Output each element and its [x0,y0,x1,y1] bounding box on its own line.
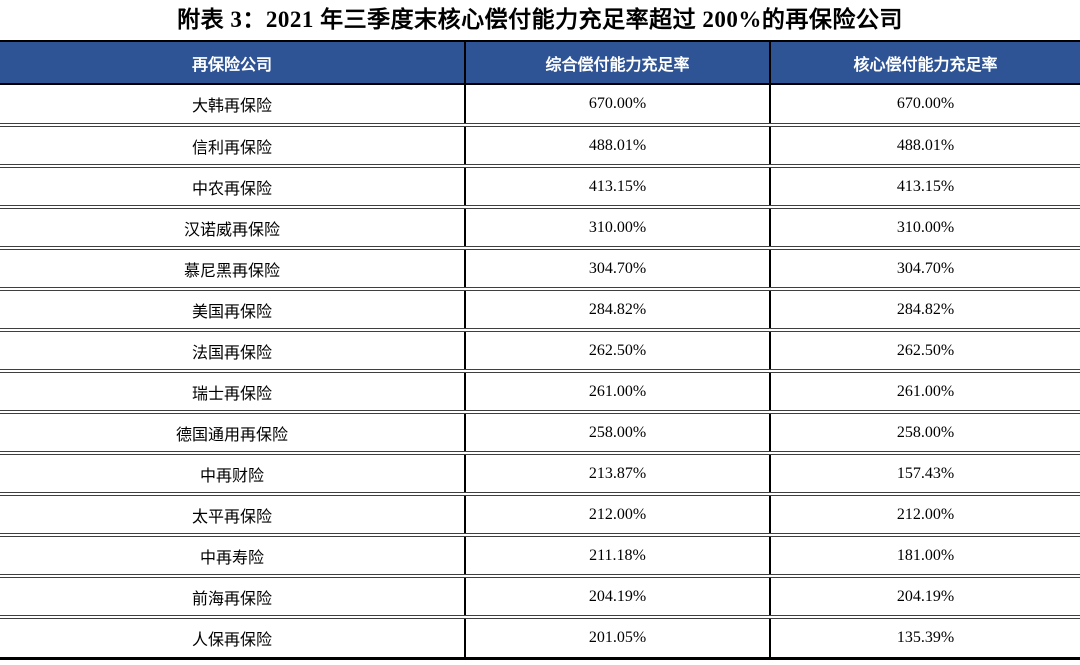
table-row: 前海再保险 204.19% 204.19% [0,576,1080,619]
cell-core-ratio: 212.00% [769,494,1080,537]
cell-core-ratio: 204.19% [769,576,1080,619]
cell-comprehensive-ratio: 310.00% [464,207,770,250]
cell-core-ratio: 262.50% [769,330,1080,373]
table-body: 大韩再保险 670.00% 670.00% 信利再保险 488.01% 488.01% 中农… [0,84,1080,660]
cell-core-ratio: 310.00% [769,207,1080,250]
cell-core-ratio: 261.00% [769,371,1080,414]
cell-company: 大韩再保险 [0,84,465,127]
table-row: 瑞士再保险 261.00% 261.00% [0,371,1080,414]
cell-core-ratio: 304.70% [769,248,1080,291]
cell-comprehensive-ratio: 304.70% [464,248,770,291]
cell-company: 德国通用再保险 [0,412,465,455]
cell-company: 太平再保险 [0,494,465,537]
cell-comprehensive-ratio: 670.00% [464,84,770,127]
cell-comprehensive-ratio: 211.18% [464,535,770,578]
cell-core-ratio: 413.15% [769,166,1080,209]
table-row: 大韩再保险 670.00% 670.00% [0,84,1080,127]
cell-company: 法国再保险 [0,330,465,373]
cell-company: 人保再保险 [0,617,465,660]
cell-comprehensive-ratio: 284.82% [464,289,770,332]
cell-company: 中再财险 [0,453,465,496]
cell-core-ratio: 488.01% [769,125,1080,168]
cell-core-ratio: 157.43% [769,453,1080,496]
cell-comprehensive-ratio: 201.05% [464,617,770,660]
cell-comprehensive-ratio: 213.87% [464,453,770,496]
table-row: 太平再保险 212.00% 212.00% [0,494,1080,537]
cell-core-ratio: 258.00% [769,412,1080,455]
header-comprehensive-solvency-ratio: 综合偿付能力充足率 [464,41,770,85]
cell-company: 汉诺威再保险 [0,207,465,250]
table-row: 中农再保险 413.15% 413.15% [0,166,1080,209]
cell-company: 前海再保险 [0,576,465,619]
cell-comprehensive-ratio: 258.00% [464,412,770,455]
cell-core-ratio: 670.00% [769,84,1080,127]
cell-comprehensive-ratio: 212.00% [464,494,770,537]
cell-company: 美国再保险 [0,289,465,332]
table-row: 人保再保险 201.05% 135.39% [0,617,1080,660]
header-core-solvency-ratio: 核心偿付能力充足率 [769,41,1080,85]
table-row: 汉诺威再保险 310.00% 310.00% [0,207,1080,250]
table-row: 法国再保险 262.50% 262.50% [0,330,1080,373]
table-title: 附表 3：2021 年三季度末核心偿付能力充足率超过 200%的再保险公司 [177,7,903,32]
table-header-row: 再保险公司 综合偿付能力充足率 核心偿付能力充足率 [0,41,1080,85]
cell-core-ratio: 181.00% [769,535,1080,578]
table-row: 中再财险 213.87% 157.43% [0,453,1080,496]
cell-comprehensive-ratio: 261.00% [464,371,770,414]
cell-comprehensive-ratio: 204.19% [464,576,770,619]
cell-company: 瑞士再保险 [0,371,465,414]
table-row: 信利再保险 488.01% 488.01% [0,125,1080,168]
header-company: 再保险公司 [0,41,465,85]
cell-company: 中农再保险 [0,166,465,209]
cell-comprehensive-ratio: 262.50% [464,330,770,373]
table-row: 慕尼黑再保险 304.70% 304.70% [0,248,1080,291]
cell-comprehensive-ratio: 488.01% [464,125,770,168]
cell-comprehensive-ratio: 413.15% [464,166,770,209]
cell-company: 慕尼黑再保险 [0,248,465,291]
cell-company: 中再寿险 [0,535,465,578]
cell-company: 信利再保险 [0,125,465,168]
table-row: 美国再保险 284.82% 284.82% [0,289,1080,332]
cell-core-ratio: 284.82% [769,289,1080,332]
cell-core-ratio: 135.39% [769,617,1080,660]
table-row: 中再寿险 211.18% 181.00% [0,535,1080,578]
table-row: 德国通用再保险 258.00% 258.00% [0,412,1080,455]
solvency-ratio-table: 再保险公司 综合偿付能力充足率 核心偿付能力充足率 大韩再保险 670.00% 67… [0,40,1080,660]
